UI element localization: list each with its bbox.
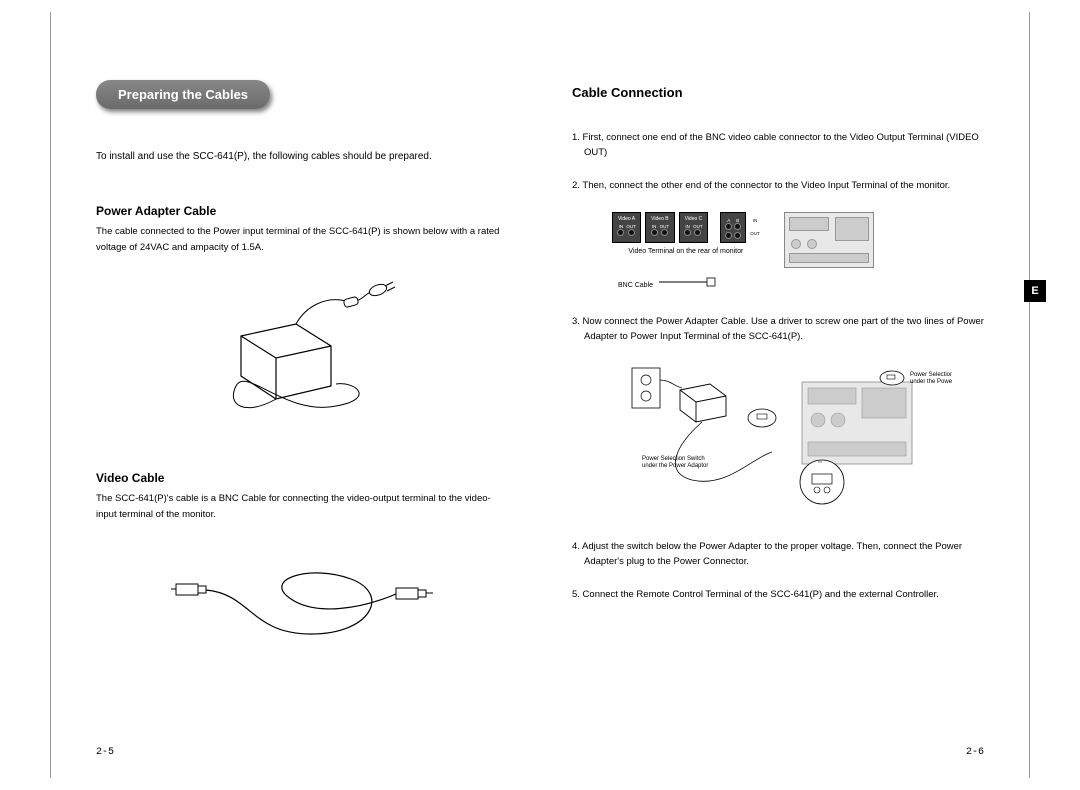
step-4: 4. Adjust the switch below the Power Ada… (572, 539, 1002, 569)
svg-text:under the Power Adaptor: under the Power Adaptor (910, 379, 952, 385)
rear-caption: Video Terminal on the rear of monitor (612, 247, 760, 256)
svg-text:under the Power Adaptor: under the Power Adaptor (642, 463, 708, 469)
power-adapter-diagram: Power Selection Switch under the Power A… (572, 362, 1002, 517)
bnc-cable-label: BNC Cable (618, 282, 653, 289)
step-2: 2. Then, connect the other end of the co… (572, 178, 1002, 193)
section-title: Preparing the Cables (118, 87, 248, 102)
right-column: Cable Connection 1. First, connect one e… (572, 85, 1002, 621)
language-tab: E (1024, 280, 1046, 302)
video-a-box: Video A IN OUT (612, 212, 641, 243)
step-3: 3. Now connect the Power Adapter Cable. … (572, 314, 1002, 344)
step-1: 1. First, connect one end of the BNC vid… (572, 130, 1002, 160)
step-5: 5. Connect the Remote Control Terminal o… (572, 587, 1002, 602)
steps-list-2: 3. Now connect the Power Adapter Cable. … (572, 314, 1002, 344)
video-cable-text: The SCC-641(P)'s cable is a BNC Cable fo… (96, 491, 506, 523)
steps-list-3: 4. Adjust the switch below the Power Ada… (572, 539, 1002, 603)
intro-text: To install and use the SCC-641(P), the f… (96, 149, 506, 164)
power-adapter-text: The cable connected to the Power input t… (96, 224, 506, 256)
cable-connection-heading: Cable Connection (572, 85, 1002, 100)
video-cable-figure (96, 544, 506, 659)
power-adapter-heading: Power Adapter Cable (96, 204, 506, 218)
bnc-cable-line-icon (657, 275, 717, 289)
power-adapter-figure (96, 276, 506, 441)
section-header: Preparing the Cables (96, 80, 270, 109)
label-right: Power Selection Switch (910, 372, 952, 378)
video-b-box: Video B IN OUT (645, 212, 674, 243)
video-cable-illustration (161, 544, 441, 654)
video-terminal-diagram: Video A IN OUT Video B IN OUT (572, 212, 1002, 292)
rear-panel-small (784, 212, 874, 268)
steps-list: 1. First, connect one end of the BNC vid… (572, 130, 1002, 194)
video-cable-heading: Video Cable (96, 471, 506, 485)
left-column: Preparing the Cables To install and use … (96, 80, 506, 689)
power-adapter-connection-illustration: Power Selection Switch under the Power A… (622, 362, 952, 512)
page-number-right: 2-6 (966, 747, 984, 758)
power-adapter-illustration (186, 276, 416, 436)
video-c-box: Video C IN OUT (679, 212, 709, 243)
page-number-left: 2-5 (96, 747, 114, 758)
label-left: Power Selection Switch (642, 456, 705, 462)
ab-box: A B (720, 212, 746, 243)
